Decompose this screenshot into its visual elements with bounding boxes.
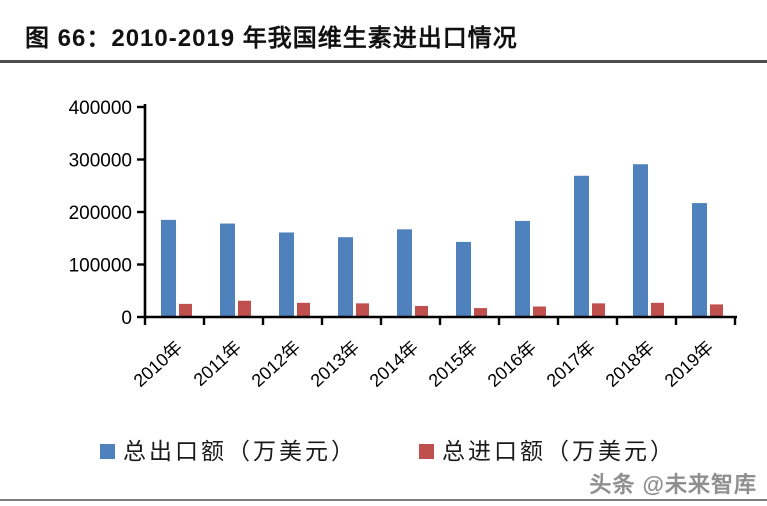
legend-label-export: 总出口额（万美元）	[123, 438, 357, 464]
bar-export-2017年	[574, 175, 589, 317]
x-tick-label-2010年: 2010年	[130, 337, 187, 391]
bar-export-2010年	[161, 219, 176, 317]
bar-import-2011年	[238, 300, 251, 317]
import-series-swatch	[419, 443, 434, 459]
x-tick-label-2019年: 2019年	[661, 337, 718, 391]
x-tick-label-2017年: 2017年	[543, 337, 600, 391]
bar-import-2014年	[415, 305, 428, 317]
bar-export-2018年	[633, 164, 648, 317]
bar-import-2015年	[474, 308, 487, 317]
x-tick-label-2013年: 2013年	[307, 337, 364, 391]
x-tick-label-2018年: 2018年	[602, 337, 659, 391]
legend-label-import: 总进口额（万美元）	[442, 438, 676, 464]
chart-figure-title: 图 66：2010-2019 年我国维生素进出口情况	[25, 25, 518, 52]
title-divider-line	[0, 60, 767, 63]
y-tick-label: 300000	[69, 151, 132, 172]
bar-export-2015年	[456, 241, 471, 317]
x-tick-label-2011年: 2011年	[190, 337, 246, 390]
bar-chart: 0 100000 200000 300000 400000 2010年 2011年 2012年…	[0, 70, 767, 420]
bottom-divider-line	[0, 499, 767, 501]
x-tick-label-2014年: 2014年	[366, 337, 423, 391]
toutiao-watermark: 头条 @未来智库	[589, 472, 757, 497]
bar-export-2013年	[338, 237, 353, 317]
bar-export-2019年	[692, 203, 707, 317]
x-tick-label-2012年: 2012年	[248, 337, 305, 391]
export-series-swatch	[100, 443, 115, 459]
chart-legend: 总出口额（万美元） 总进口额（万美元）	[0, 436, 767, 466]
bar-import-2019年	[710, 304, 723, 317]
bar-export-2016年	[515, 220, 530, 317]
bar-export-2014年	[397, 229, 412, 317]
bar-import-2010年	[179, 303, 192, 317]
bar-export-2012年	[279, 232, 294, 317]
x-tick-label-2015年: 2015年	[425, 337, 482, 391]
bar-import-2012年	[297, 302, 310, 317]
bar-export-2011年	[220, 223, 235, 317]
y-tick-label: 100000	[69, 256, 132, 277]
bar-import-2017年	[592, 303, 605, 317]
bar-import-2018年	[651, 302, 664, 317]
legend-item-export: 总出口额（万美元）	[100, 436, 357, 466]
x-tick-label-2016年: 2016年	[484, 337, 541, 391]
y-tick-label: 0	[121, 308, 132, 329]
y-tick-label: 200000	[69, 203, 132, 224]
bar-import-2016年	[533, 306, 546, 317]
y-tick-label: 400000	[69, 98, 132, 119]
bar-chart-canvas: 0 100000 200000 300000 400000 2010年 2011年 2012年…	[69, 98, 737, 391]
bar-import-2013年	[356, 303, 369, 317]
legend-item-import: 总进口额（万美元）	[419, 436, 676, 466]
